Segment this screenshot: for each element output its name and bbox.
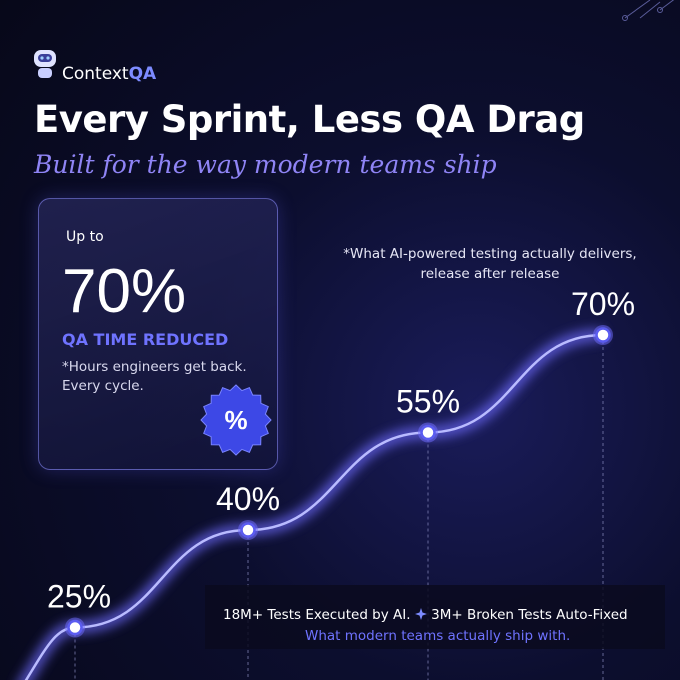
stat-2: 3M+ Broken Tests Auto-Fixed	[431, 607, 628, 623]
value-label: 70%	[571, 286, 635, 322]
point	[595, 327, 611, 343]
stat-1: 18M+ Tests Executed by AI.	[223, 607, 411, 623]
badge-text: %	[224, 405, 247, 435]
value-label: 25%	[47, 579, 111, 615]
value-label: 40%	[216, 481, 280, 517]
title: Every Sprint, Less QA Drag	[34, 98, 585, 141]
footer-box	[205, 585, 665, 649]
card-note: *Hours engineers get back. Every cycle.	[62, 359, 247, 394]
point	[420, 424, 436, 441]
brand: ContextQA	[62, 64, 156, 84]
point	[67, 619, 83, 636]
footer-tagline: What modern teams actually ship with.	[305, 628, 571, 644]
subtitle: Built for the way modern teams ship	[34, 150, 497, 179]
chart-note: *What AI-powered testing actually delive…	[343, 246, 637, 282]
logo-icon	[34, 50, 56, 78]
card-prefix: Up to	[66, 229, 104, 245]
separator-star	[414, 608, 427, 620]
line	[74, 333, 604, 629]
badge-seal	[200, 384, 272, 456]
brand-name: Context	[62, 64, 129, 84]
badge: %	[200, 384, 272, 456]
circuit-decor	[622, 0, 675, 21]
point	[240, 522, 256, 538]
card-value: 70%	[62, 257, 187, 326]
value-label: 55%	[396, 384, 460, 420]
footer-stats: 18M+ Tests Executed by AI. 3M+ Broken Te…	[223, 607, 628, 623]
brand-accent: QA	[128, 64, 157, 84]
card-label: QA TIME REDUCED	[62, 330, 229, 349]
